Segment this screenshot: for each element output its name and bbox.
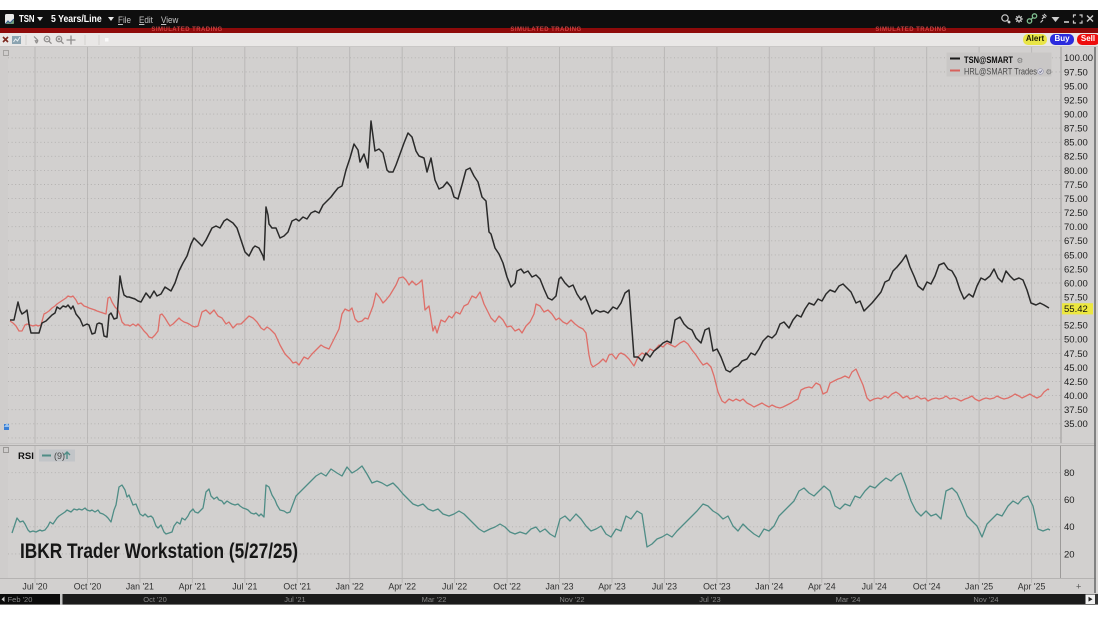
svg-text:Mar '24: Mar '24 [836,595,861,604]
svg-text:60: 60 [1064,495,1075,506]
svg-text:TSN@SMART: TSN@SMART [964,55,1013,65]
svg-text:Apr '22: Apr '22 [388,582,416,592]
svg-text:85.00: 85.00 [1064,138,1088,149]
svg-text:87.50: 87.50 [1064,124,1088,135]
svg-text:45.00: 45.00 [1064,363,1088,374]
svg-text:HRL@SMART Trades: HRL@SMART Trades [964,67,1037,77]
svg-text:Jul '22: Jul '22 [442,582,467,592]
svg-text:Jan '24: Jan '24 [755,582,783,592]
svg-text:Oct '20: Oct '20 [143,595,167,604]
svg-text:IBKR Trader Workstation (5/27/: IBKR Trader Workstation (5/27/25) [20,540,298,563]
svg-text:Jul '21: Jul '21 [284,595,305,604]
svg-text:Oct '21: Oct '21 [283,582,311,592]
svg-text:⚙: ⚙ [1017,56,1024,65]
svg-text:50.00: 50.00 [1064,335,1088,346]
svg-text:40.00: 40.00 [1064,391,1088,402]
svg-text:Jul '21: Jul '21 [232,582,257,592]
svg-text:Jan '23: Jan '23 [545,582,573,592]
svg-text:+: + [1076,582,1081,592]
svg-text:92.50: 92.50 [1064,95,1088,106]
svg-text:77.50: 77.50 [1064,180,1088,191]
svg-text:40: 40 [1064,522,1075,533]
svg-text:Nov '24: Nov '24 [973,595,998,604]
svg-text:Jul '24: Jul '24 [862,582,887,592]
svg-text:Jan '22: Jan '22 [336,582,364,592]
svg-text:(9): (9) [54,451,65,461]
svg-text:Jan '25: Jan '25 [965,582,993,592]
svg-text:82.50: 82.50 [1064,152,1088,163]
svg-text:97.50: 97.50 [1064,67,1088,78]
svg-text:80: 80 [1064,468,1075,479]
svg-text:Apr '23: Apr '23 [598,582,626,592]
svg-text:Mar '22: Mar '22 [422,595,447,604]
svg-text:Feb '20: Feb '20 [8,595,33,604]
svg-text:55.42: 55.42 [1064,304,1088,315]
svg-text:42.50: 42.50 [1064,377,1088,388]
svg-text:Jan '21: Jan '21 [126,582,154,592]
svg-text:60.00: 60.00 [1064,278,1088,289]
svg-text:Jul '20: Jul '20 [22,582,47,592]
svg-text:Apr '24: Apr '24 [808,582,836,592]
svg-text:70.00: 70.00 [1064,222,1088,233]
svg-text:Oct '20: Oct '20 [74,582,102,592]
svg-text:95.00: 95.00 [1064,81,1088,92]
svg-text:90.00: 90.00 [1064,110,1088,121]
svg-text:20: 20 [1064,549,1075,560]
svg-text:Apr '21: Apr '21 [179,582,207,592]
svg-text:Nov '22: Nov '22 [559,595,584,604]
svg-text:Oct '23: Oct '23 [703,582,731,592]
svg-text:37.50: 37.50 [1064,405,1088,416]
svg-text:⚙: ⚙ [1046,68,1053,77]
svg-text:80.00: 80.00 [1064,166,1088,177]
svg-text:47.50: 47.50 [1064,349,1088,360]
svg-text:100.00: 100.00 [1064,53,1093,64]
svg-text:57.50: 57.50 [1064,293,1088,304]
svg-text:52.50: 52.50 [1064,321,1088,332]
svg-text:35.00: 35.00 [1064,419,1088,430]
svg-text:75.00: 75.00 [1064,194,1088,205]
svg-text:72.50: 72.50 [1064,208,1088,219]
svg-text:Apr '25: Apr '25 [1018,582,1046,592]
svg-text:Jul '23: Jul '23 [652,582,677,592]
svg-text:RSI: RSI [18,451,34,462]
svg-text:62.50: 62.50 [1064,264,1088,275]
svg-text:67.50: 67.50 [1064,236,1088,247]
svg-text:Jul '23: Jul '23 [699,595,720,604]
svg-text:Oct '24: Oct '24 [913,582,941,592]
svg-text:65.00: 65.00 [1064,250,1088,261]
svg-text:Oct '22: Oct '22 [493,582,521,592]
